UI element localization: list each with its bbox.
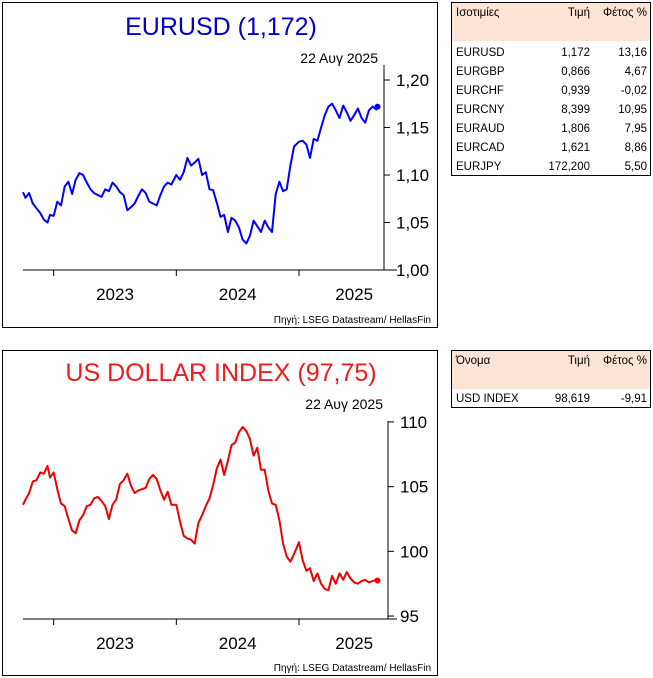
chart-axes: 2023 2024 2025 95 100 105 110 [22,413,428,653]
cell-name: EURCHF [456,84,504,97]
cell-ytd: 8,86 [624,141,647,154]
x-tick-label: 2023 [96,285,134,304]
y-tick-label: 105 [400,478,428,497]
x-tick-label: 2024 [219,285,257,304]
eurusd-chart-panel: EURUSD (1,172) 22 Αυγ 2025 Πηγή: LSEG Da… [2,2,438,328]
chart-title: US DOLLAR INDEX (97,75) [65,359,376,387]
table-row: EURCAD 1,621 8,86 [452,138,650,157]
series-line [22,426,379,592]
cell-name: EURAUD [456,122,505,135]
y-tick-label: 1,20 [396,71,429,90]
chart-date-label: 22 Αυγ 2025 [305,396,383,412]
chart-title: EURUSD (1,172) [125,13,317,41]
cell-price: 0,939 [561,84,590,97]
last-value-marker [374,103,381,110]
table-row: EURCHF 0,939 -0,02 [452,81,650,100]
cell-ytd: 10,95 [618,103,647,116]
x-tick-label: 2025 [335,634,373,653]
usd-index-chart-panel: US DOLLAR INDEX (97,75) 22 Αυγ 2025 Πηγή… [2,350,438,676]
cell-ytd: -0,02 [620,84,647,97]
header-price: Τιμή [567,7,590,19]
y-tick-label: 1,10 [396,166,429,185]
x-tick-label: 2025 [335,285,373,304]
table-row: EURJPY 172,200 5,50 [452,157,650,176]
table-row: USD INDEX 98,619 -9,91 [452,389,650,408]
fx-rates-table: Ισοτιμίες Τιμή Φέτος % EURUSD 1,172 13,16 E… [451,2,651,176]
table-header: Όνομα Τιμή Φέτος % [452,351,650,389]
header-ytd: Φέτος % [602,7,647,19]
cell-name: USD INDEX [456,392,519,405]
y-tick-label: 1,00 [396,261,429,280]
chart-source: Πηγή: LSEG Datastream/ HellasFin [274,314,431,326]
cell-price: 1,806 [561,122,590,135]
cell-price: 1,172 [561,46,590,59]
cell-name: EURUSD [456,46,505,59]
header-name: Όνομα [456,355,491,367]
cell-price: 98,619 [554,392,590,405]
table-body: EURUSD 1,172 13,16 EURGBP 0,866 4,67 EURCHF 0,9… [452,41,650,176]
cell-price: 8,399 [561,103,590,116]
series-line [22,102,379,245]
chart-axes: 2023 2024 2025 1,00 1,05 1,10 1,15 1,20 [22,65,429,304]
usd-index-chart: US DOLLAR INDEX (97,75) 22 Αυγ 2025 Πηγή… [22,359,431,674]
cell-ytd: 4,67 [624,65,647,78]
table-body: USD INDEX 98,619 -9,91 [452,389,650,408]
cell-ytd: -9,91 [620,392,647,405]
y-tick-label: 1,15 [396,119,429,138]
cell-ytd: 13,16 [618,46,647,59]
cell-name: EURGBP [456,65,505,78]
table-row: EURAUD 1,806 7,95 [452,119,650,138]
table-header: Ισοτιμίες Τιμή Φέτος % [452,3,650,41]
usd-index-table: Όνομα Τιμή Φέτος % USD INDEX 98,619 -9,91 [451,350,651,408]
x-tick-label: 2024 [219,634,257,653]
cell-name: EURJPY [456,160,502,173]
last-value-marker [374,577,381,584]
cell-name: EURCAD [456,141,505,154]
x-tick-label: 2023 [96,634,134,653]
cell-price: 1,621 [561,141,590,154]
header-ytd: Φέτος % [602,355,647,367]
cell-ytd: 5,50 [624,160,647,173]
header-price: Τιμή [567,355,590,367]
y-tick-label: 95 [400,607,419,626]
cell-name: EURCNY [456,103,505,116]
y-tick-label: 100 [400,542,428,561]
table-row: EURUSD 1,172 13,16 [452,43,650,62]
chart-source: Πηγή: LSEG Datastream/ HellasFin [274,662,431,674]
eurusd-chart: EURUSD (1,172) 22 Αυγ 2025 Πηγή: LSEG Da… [22,13,431,326]
header-name: Ισοτιμίες [456,7,500,19]
table-row: EURCNY 8,399 10,95 [452,100,650,119]
chart-date-label: 22 Αυγ 2025 [300,50,378,66]
y-tick-label: 110 [400,413,427,432]
cell-ytd: 7,95 [624,122,647,135]
cell-price: 172,200 [548,160,590,173]
cell-price: 0,866 [561,65,590,78]
table-row: EURGBP 0,866 4,67 [452,62,650,81]
y-tick-label: 1,05 [396,214,429,233]
